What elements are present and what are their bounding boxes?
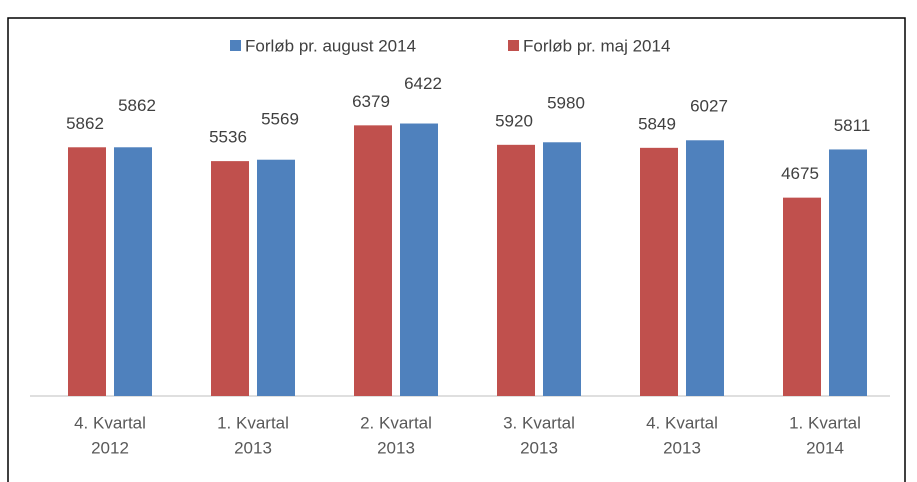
bar	[783, 197, 821, 396]
chart-frame	[7, 17, 906, 482]
x-tick-label: 3. Kvartal	[503, 413, 575, 432]
data-label: 5980	[547, 93, 585, 112]
data-label: 6379	[352, 92, 390, 111]
bar	[354, 125, 392, 396]
data-label: 5569	[261, 110, 299, 129]
x-tick-label: 2013	[663, 438, 701, 457]
bar	[829, 149, 867, 396]
data-label: 5920	[495, 111, 533, 130]
x-tick-label: 4. Kvartal	[74, 413, 146, 432]
bar	[257, 159, 295, 396]
x-tick-label: 2013	[520, 438, 558, 457]
bar	[68, 147, 106, 396]
legend-label: Forløb pr. maj 2014	[523, 36, 670, 55]
data-label: 5862	[66, 114, 104, 133]
x-tick-label: 2014	[806, 438, 844, 457]
x-tick-label: 2013	[377, 438, 415, 457]
legend-label: Forløb pr. august 2014	[245, 36, 416, 55]
bar	[400, 123, 438, 396]
data-label: 5862	[118, 96, 156, 115]
data-label: 4675	[781, 164, 819, 183]
bar	[640, 147, 678, 396]
bar	[543, 142, 581, 396]
x-tick-label: 1. Kvartal	[789, 413, 861, 432]
x-tick-label: 4. Kvartal	[646, 413, 718, 432]
bar	[686, 140, 724, 396]
bar	[114, 147, 152, 396]
x-tick-label: 1. Kvartal	[217, 413, 289, 432]
bar	[211, 161, 249, 396]
x-tick-label: 2013	[234, 438, 272, 457]
data-label: 5536	[209, 128, 247, 147]
data-label: 5811	[834, 116, 871, 135]
legend-swatch	[230, 40, 241, 51]
x-tick-label: 2. Kvartal	[360, 413, 432, 432]
data-label: 5849	[638, 114, 676, 133]
bar	[497, 144, 535, 396]
x-tick-label: 2012	[91, 438, 129, 457]
data-label: 6027	[690, 96, 728, 115]
data-label: 6422	[404, 74, 442, 93]
legend-swatch	[508, 40, 519, 51]
